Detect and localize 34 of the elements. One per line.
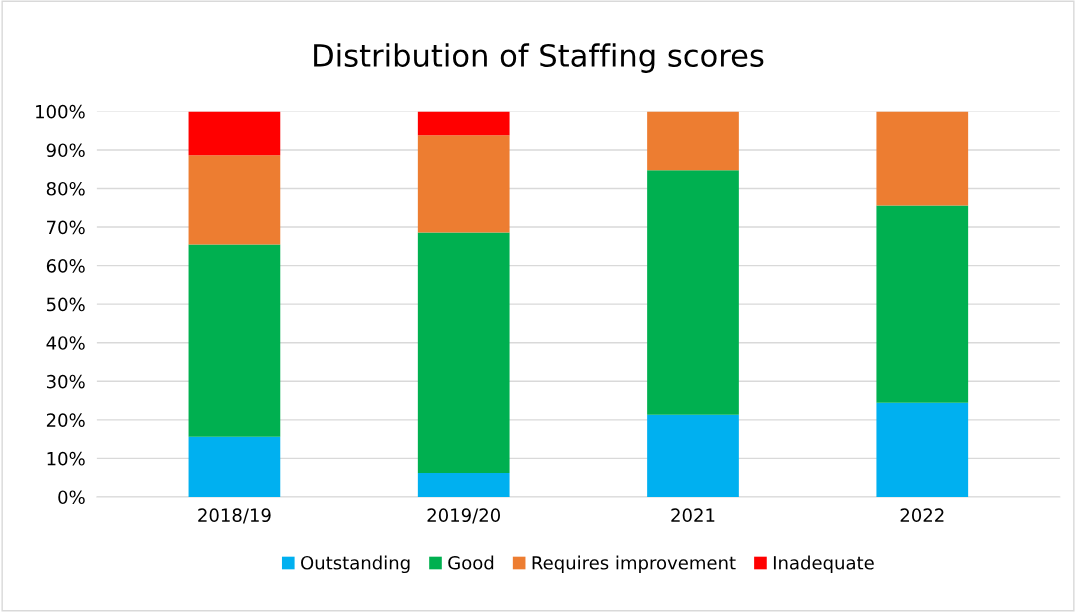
y-tick-label: 50% xyxy=(46,297,85,312)
y-tick-label: 30% xyxy=(46,374,85,389)
x-tick-label: 2022 xyxy=(900,508,944,523)
bar xyxy=(417,135,510,233)
y-tick-label: 40% xyxy=(46,336,85,350)
legend-label: Outstanding xyxy=(301,555,410,574)
y-tick-label: 100% xyxy=(36,104,85,119)
y-tick-label: 90% xyxy=(46,143,85,158)
legend-label: Inadequate xyxy=(773,555,874,574)
bar xyxy=(188,244,281,437)
bar xyxy=(188,155,281,245)
x-tick-label: 2018/19 xyxy=(198,508,271,524)
legend-label: Good xyxy=(448,555,494,570)
bar xyxy=(647,111,739,171)
bar xyxy=(417,473,510,497)
x-tick-label: 2019/20 xyxy=(427,508,501,524)
bar xyxy=(417,111,510,136)
y-tick-label: 20% xyxy=(46,413,85,427)
bar xyxy=(876,205,969,403)
y-tick-label: 80% xyxy=(46,181,85,196)
bar xyxy=(876,111,969,206)
y-tick-label: 70% xyxy=(47,220,85,235)
bar xyxy=(647,170,739,415)
legend-label: Requires improvement xyxy=(532,555,736,574)
y-tick-label: 10% xyxy=(47,451,85,466)
bar xyxy=(188,111,281,156)
bar xyxy=(188,436,281,497)
y-tick-label: 0% xyxy=(58,490,85,505)
x-tick-label: 2021 xyxy=(671,508,715,523)
bar xyxy=(876,402,969,497)
y-tick-label: 60% xyxy=(46,259,85,273)
bar xyxy=(417,232,510,474)
bar xyxy=(647,414,739,497)
chart-title: Distribution of Staffing scores xyxy=(314,43,764,73)
